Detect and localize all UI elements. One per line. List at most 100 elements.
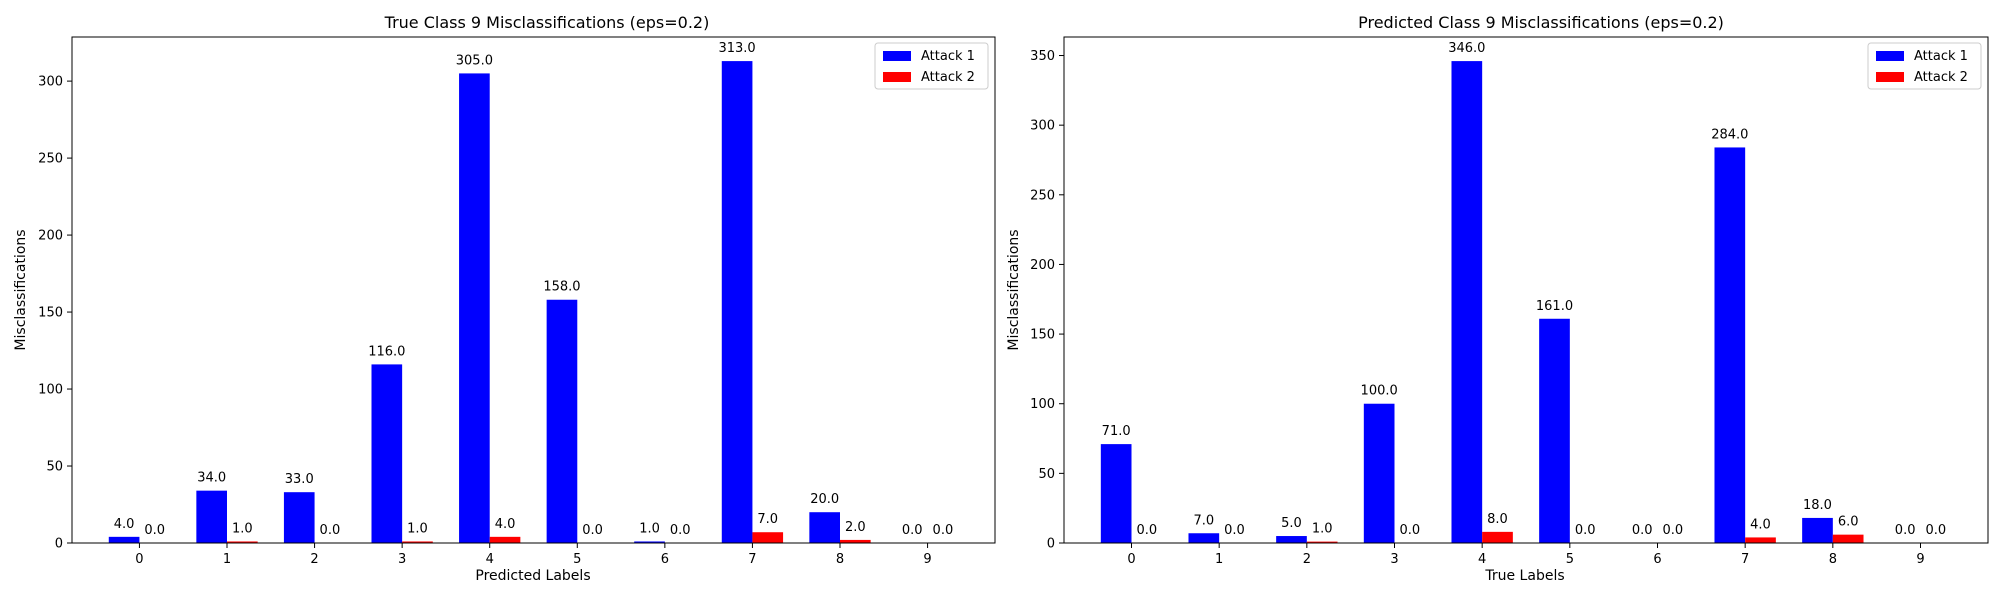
x-tick-label: 3 — [398, 552, 406, 567]
y-tick-label: 50 — [46, 460, 63, 475]
bar-value-label: 116.0 — [368, 344, 405, 359]
x-tick-label: 7 — [748, 552, 756, 567]
y-tick-label: 250 — [38, 152, 63, 167]
bar-attack-1 — [809, 512, 840, 543]
x-tick-label: 1 — [223, 552, 231, 567]
bar-value-label: 0.0 — [1895, 523, 1916, 538]
bar-value-label: 1.0 — [1312, 522, 1333, 537]
x-tick-label: 0 — [135, 552, 143, 567]
bar-value-label: 0.0 — [1662, 523, 1683, 538]
bar-value-label: 1.0 — [639, 521, 660, 536]
x-axis-label: True Labels — [1484, 568, 1564, 584]
bar-attack-1 — [721, 61, 753, 543]
bar-attack-1 — [634, 541, 665, 543]
bar-attack-1 — [1451, 61, 1483, 543]
legend-swatch-attack-2 — [1876, 72, 1904, 82]
bar-value-label: 0.0 — [144, 523, 165, 538]
bar-value-label: 161.0 — [1536, 299, 1573, 314]
y-tick-label: 50 — [1038, 467, 1055, 482]
bar-value-label: 6.0 — [1838, 515, 1859, 530]
legend: Attack 1 Attack 2 — [874, 42, 989, 90]
x-tick-label: 7 — [1741, 552, 1749, 567]
bar-value-label: 1.0 — [232, 521, 253, 536]
bar-value-label: 4.0 — [1750, 517, 1771, 532]
bar-value-label: 284.0 — [1711, 127, 1748, 142]
bar-value-label: 5.0 — [1281, 516, 1302, 531]
bar-value-label: 0.0 — [1632, 523, 1653, 538]
bar-attack-1 — [1539, 318, 1570, 543]
bar-attack-1 — [283, 492, 315, 543]
bar-value-label: 18.0 — [1803, 498, 1832, 513]
bar-value-label: 305.0 — [456, 53, 493, 68]
bar-attack-1 — [371, 364, 403, 543]
bar-attack-2 — [1306, 541, 1338, 543]
bar-attack-1 — [1802, 517, 1833, 543]
y-axis-label: Misclassifications — [13, 229, 29, 350]
legend-label-attack-1: Attack 1 — [1914, 49, 1968, 64]
bar-value-label: 0.0 — [1399, 523, 1420, 538]
x-tick-label: 4 — [1478, 552, 1486, 567]
bar-value-label: 7.0 — [1193, 513, 1214, 528]
y-tick-label: 200 — [1030, 258, 1055, 273]
chart-title: Predicted Class 9 Misclassifications (ep… — [1358, 13, 1724, 32]
bar-value-label: 2.0 — [845, 520, 866, 535]
bar-attack-1 — [1276, 536, 1307, 543]
y-tick-label: 100 — [38, 383, 63, 398]
x-tick-label: 9 — [1916, 552, 1924, 567]
x-tick-label: 8 — [836, 552, 844, 567]
legend-swatch-attack-1 — [1876, 51, 1904, 61]
y-tick-label: 350 — [1030, 49, 1055, 64]
bar-value-label: 0.0 — [933, 523, 954, 538]
bar-value-label: 0.0 — [1137, 523, 1158, 538]
plot-frame — [71, 36, 996, 544]
y-tick-label: 300 — [38, 75, 63, 90]
legend-swatch-attack-2 — [883, 72, 911, 82]
y-tick-label: 100 — [1030, 397, 1055, 412]
x-tick-label: 4 — [486, 552, 494, 567]
bar-value-label: 0.0 — [1224, 523, 1245, 538]
bar-attack-1 — [196, 490, 228, 543]
bar-attack-2 — [839, 539, 871, 543]
x-tick-label: 8 — [1829, 552, 1837, 567]
bar-attack-1 — [546, 299, 578, 543]
bar-attack-2 — [402, 541, 433, 543]
legend-swatch-attack-1 — [883, 51, 911, 61]
y-tick-label: 200 — [38, 229, 63, 244]
bar-attack-1 — [1714, 147, 1746, 543]
x-tick-label: 3 — [1390, 552, 1398, 567]
bar-value-label: 0.0 — [1575, 523, 1596, 538]
bar-value-label: 20.0 — [810, 492, 839, 507]
y-tick-label: 150 — [38, 306, 63, 321]
x-tick-label: 9 — [923, 552, 931, 567]
bar-value-label: 71.0 — [1102, 424, 1131, 439]
bar-value-label: 4.0 — [495, 517, 516, 532]
x-tick-label: 5 — [573, 552, 581, 567]
bar-attack-1 — [108, 536, 140, 543]
bar-value-label: 8.0 — [1487, 512, 1508, 527]
y-tick-label: 250 — [1030, 188, 1055, 203]
bar-value-label: 0.0 — [1925, 523, 1946, 538]
bar-value-label: 313.0 — [718, 41, 755, 56]
x-tick-label: 6 — [1653, 552, 1661, 567]
bar-value-label: 0.0 — [320, 523, 341, 538]
bar-value-label: 346.0 — [1448, 41, 1485, 56]
bar-attack-1 — [459, 73, 490, 543]
y-tick-label: 150 — [1030, 328, 1055, 343]
x-tick-label: 2 — [310, 552, 318, 567]
legend: Attack 1 Attack 2 — [1867, 42, 1982, 90]
bar-attack-1 — [1100, 444, 1132, 543]
bar-attack-2 — [752, 532, 784, 543]
bar-value-label: 34.0 — [197, 471, 226, 486]
bar-value-label: 7.0 — [757, 512, 778, 527]
plot-area: 0 50 100 150 200 250 300 350 0 1 2 3 4 5 6 7 8 9 71.0 7.0 5.… — [1030, 41, 1946, 567]
bar-attack-2 — [489, 536, 521, 543]
bar-value-label: 0.0 — [902, 523, 923, 538]
bar-attack-1 — [1363, 403, 1395, 543]
bar-value-label: 0.0 — [670, 523, 691, 538]
x-tick-label: 0 — [1127, 552, 1135, 567]
chart-true-class-9: True Class 9 Misclassifications (eps=0.2… — [13, 13, 996, 584]
y-tick-label: 0 — [55, 537, 63, 552]
bar-attack-2 — [1482, 531, 1513, 543]
bar-attack-1 — [1188, 533, 1220, 543]
